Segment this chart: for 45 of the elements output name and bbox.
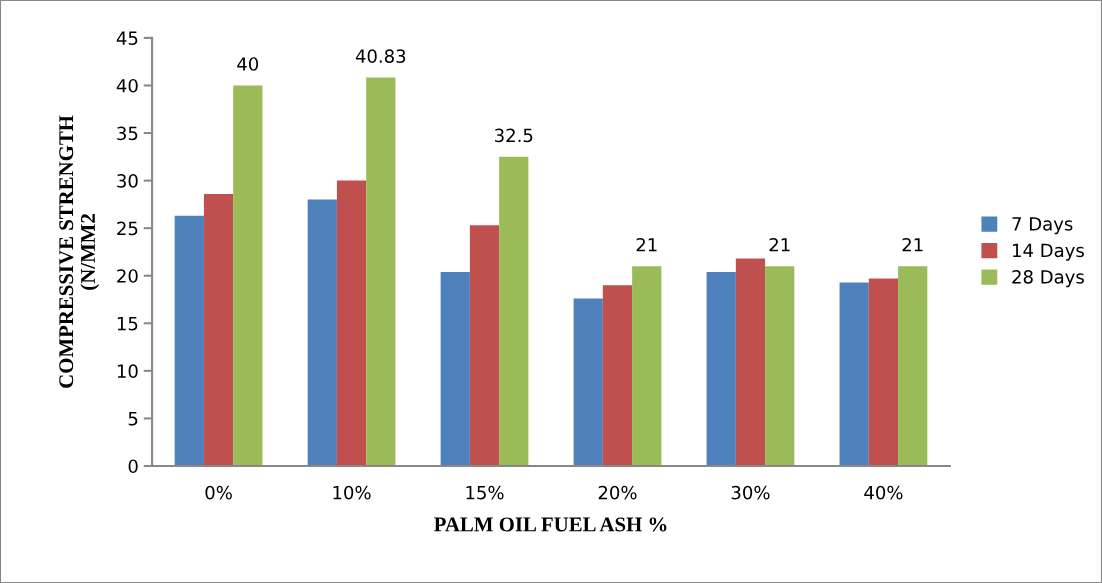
y-tick-label: 25 xyxy=(117,221,138,236)
y-tick-label: 35 xyxy=(117,126,138,141)
data-label: 40 xyxy=(237,57,259,71)
y-tick-label: 45 xyxy=(116,31,138,46)
y-tick-label: 15 xyxy=(117,316,138,331)
x-tick-label: 10% xyxy=(333,485,371,500)
bar xyxy=(898,266,928,466)
x-tick-label: 40% xyxy=(864,485,903,500)
x-tick-label: 20% xyxy=(598,485,637,500)
legend-label: 28 Days xyxy=(1012,270,1084,288)
legend-label: 14 Days xyxy=(1013,243,1084,261)
bar xyxy=(602,285,633,466)
bar xyxy=(174,215,204,466)
data-label: 21 xyxy=(636,237,657,252)
legend-label: 7 Days xyxy=(1012,217,1073,235)
bar xyxy=(573,298,603,466)
bar xyxy=(706,271,736,466)
bar xyxy=(307,199,337,466)
data-label: 32.5 xyxy=(495,128,533,143)
bar xyxy=(499,156,529,466)
bar xyxy=(765,266,795,466)
y-tick-label: 10 xyxy=(117,364,138,378)
y-tick-label: 20 xyxy=(117,269,138,283)
data-label: 21 xyxy=(902,237,923,252)
y-tick-label: 0 xyxy=(128,459,138,474)
bar xyxy=(440,271,470,466)
y-tick-label: 5 xyxy=(128,412,138,426)
data-label: 40.83 xyxy=(355,49,406,63)
x-tick-label: 30% xyxy=(731,485,770,500)
bar xyxy=(366,77,396,466)
y-tick-label: 30 xyxy=(117,174,138,188)
bar xyxy=(336,180,367,466)
x-axis-title: PALM OIL FUEL ASH % xyxy=(434,517,667,532)
x-tick-label: 0% xyxy=(205,485,232,500)
bar xyxy=(203,193,234,466)
bar xyxy=(868,278,899,466)
x-tick-label: 15% xyxy=(466,485,504,500)
y-axis-title: COMPRESSIVE STRENGTH (N/MM2 xyxy=(59,115,100,388)
bar xyxy=(839,282,869,466)
bar xyxy=(632,266,662,466)
bar xyxy=(735,258,766,466)
y-tick-label: 40 xyxy=(116,78,138,93)
bar xyxy=(469,225,500,466)
data-label: 21 xyxy=(769,237,790,252)
bar xyxy=(233,85,263,466)
